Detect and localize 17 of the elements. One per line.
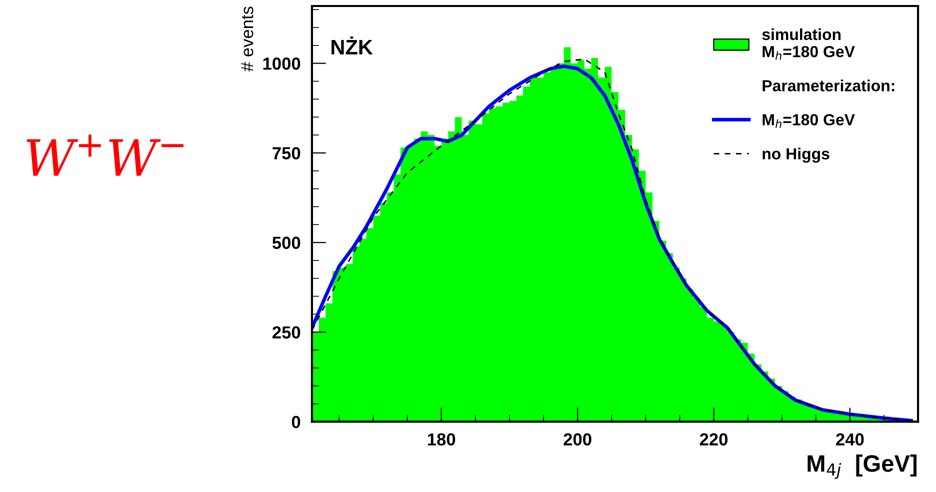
y-tick-label: 250 <box>272 326 300 339</box>
legend-title: Parameterization: <box>762 80 894 92</box>
x-tick-label: 240 <box>836 433 864 446</box>
y-tick-label: 500 <box>272 236 300 249</box>
annotation: NŻK <box>332 36 373 54</box>
y-tick-label: 1000 <box>263 58 300 70</box>
y-axis-title: # events <box>241 6 254 72</box>
legend-label: simulation M$_{h}$=180 GeV <box>762 28 855 60</box>
legend-label: no Higgs <box>762 148 830 163</box>
y-tick-label: 750 <box>272 147 300 160</box>
x-tick-label: 200 <box>564 433 592 446</box>
x-tick-label: 180 <box>428 433 456 446</box>
text: W$^{+}$W$^{−}$ <box>26 134 184 176</box>
legend-label: M$_{h}$=180 GeV <box>762 114 855 128</box>
y-tick-label: 0 <box>292 416 300 428</box>
x-axis-title: M$_{4j}$ [GeV] <box>808 454 917 479</box>
x-tick-label: 220 <box>700 433 728 446</box>
